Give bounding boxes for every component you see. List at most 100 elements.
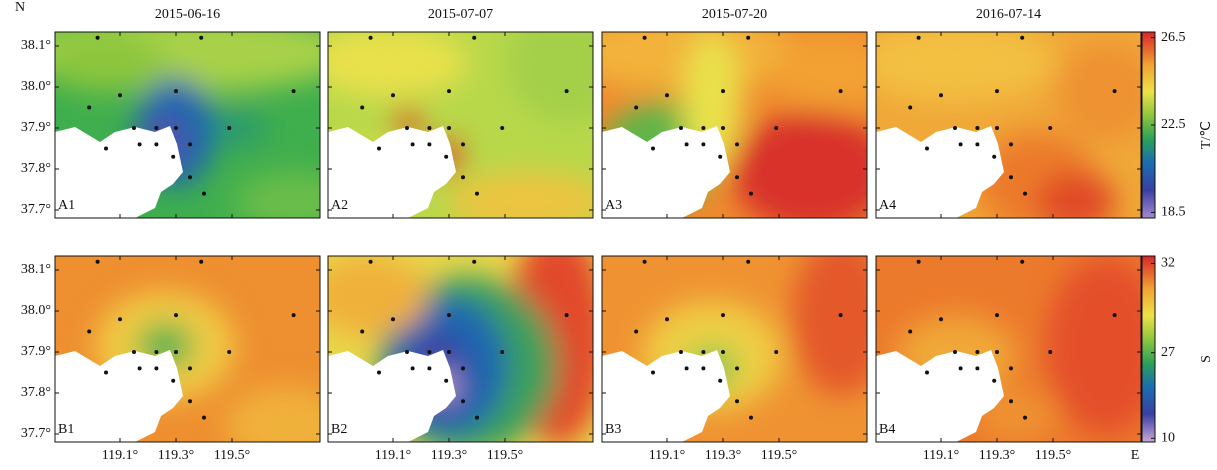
station: [684, 366, 689, 371]
lat-tick-label: 37.9°: [21, 120, 51, 135]
land: [55, 126, 183, 218]
station: [368, 35, 373, 40]
panel-frame: [54, 31, 321, 219]
station: [958, 142, 963, 147]
station: [154, 126, 159, 130]
station: [368, 259, 373, 264]
lat-tick-label: 38.1°: [21, 262, 51, 277]
station: [427, 366, 432, 371]
station: [679, 126, 683, 130]
lon-tick-label: 119.3°: [705, 448, 742, 463]
station: [735, 399, 739, 404]
land: [328, 126, 456, 218]
station: [1048, 126, 1053, 130]
station: [188, 366, 192, 371]
field-blob: [328, 32, 468, 97]
station: [908, 329, 913, 334]
station: [1048, 350, 1053, 354]
station: [939, 317, 943, 322]
station: [665, 317, 669, 322]
station: [227, 350, 232, 354]
lon-axis-label: E: [1131, 448, 1140, 463]
station: [992, 378, 997, 383]
station: [838, 89, 843, 94]
panel-label: B1: [58, 422, 74, 437]
map-panel: A2: [327, 31, 594, 219]
lat-tick-label: 37.8°: [21, 385, 51, 400]
land: [602, 126, 730, 218]
station: [447, 313, 451, 318]
field-blob: [772, 32, 867, 112]
station: [202, 191, 206, 196]
station: [171, 154, 176, 159]
station: [174, 89, 178, 94]
lon-tick-label: 119.1°: [649, 448, 686, 463]
column-title: 2015-07-07: [428, 7, 493, 22]
station: [838, 313, 843, 318]
lat-tick-label: 37.7°: [21, 426, 51, 441]
station: [405, 126, 409, 130]
station: [137, 366, 142, 371]
station: [774, 126, 779, 130]
station: [1009, 399, 1013, 404]
station: [447, 126, 451, 130]
station: [721, 89, 725, 94]
field-blob: [328, 256, 428, 336]
station: [360, 329, 365, 334]
station: [718, 154, 723, 159]
station: [391, 317, 395, 322]
station: [958, 366, 963, 371]
lon-tick-label: 119.5°: [214, 448, 251, 463]
station: [1020, 259, 1025, 264]
station: [405, 350, 409, 354]
station: [1009, 366, 1013, 371]
field-blob: [1036, 172, 1116, 218]
station: [199, 35, 204, 40]
station: [1023, 191, 1027, 196]
station: [735, 142, 739, 147]
station: [500, 126, 505, 130]
field: [602, 32, 867, 218]
station: [721, 350, 725, 354]
panel-frame: [327, 31, 594, 219]
lon-tick-label: 119.1°: [923, 448, 960, 463]
lon-tick-label: 119.5°: [761, 448, 798, 463]
station: [925, 146, 929, 151]
station: [174, 350, 178, 354]
field: [328, 256, 593, 442]
station: [953, 350, 957, 354]
station: [174, 313, 178, 318]
station: [87, 105, 92, 110]
column-title: 2016-07-14: [976, 7, 1041, 22]
station: [992, 154, 997, 159]
station: [718, 378, 723, 383]
station: [291, 89, 296, 94]
field-blob: [508, 32, 593, 122]
station: [564, 313, 569, 318]
station: [995, 313, 999, 318]
station: [916, 259, 921, 264]
field: [602, 256, 867, 442]
station: [95, 259, 100, 264]
station: [461, 366, 465, 371]
field-blob: [55, 32, 165, 92]
station: [202, 415, 206, 420]
column-title: 2015-07-20: [702, 7, 767, 22]
station: [427, 126, 432, 130]
station: [1023, 415, 1027, 420]
station: [701, 126, 706, 130]
field-blob: [876, 32, 1056, 102]
station: [461, 142, 465, 147]
station: [447, 350, 451, 354]
panel-label: B4: [879, 422, 895, 437]
map-panel: A1 38.1° 38.0° 37.9° 37.8° 37.7°: [21, 31, 321, 219]
station: [475, 191, 479, 196]
station: [137, 142, 142, 147]
column-title: 2015-06-16: [155, 7, 220, 22]
land: [876, 350, 1004, 442]
field-blob: [1056, 42, 1141, 142]
station: [472, 35, 477, 40]
station: [188, 175, 192, 180]
lat-tick-label: 38.1°: [21, 38, 51, 53]
colorbar: [1141, 255, 1156, 443]
